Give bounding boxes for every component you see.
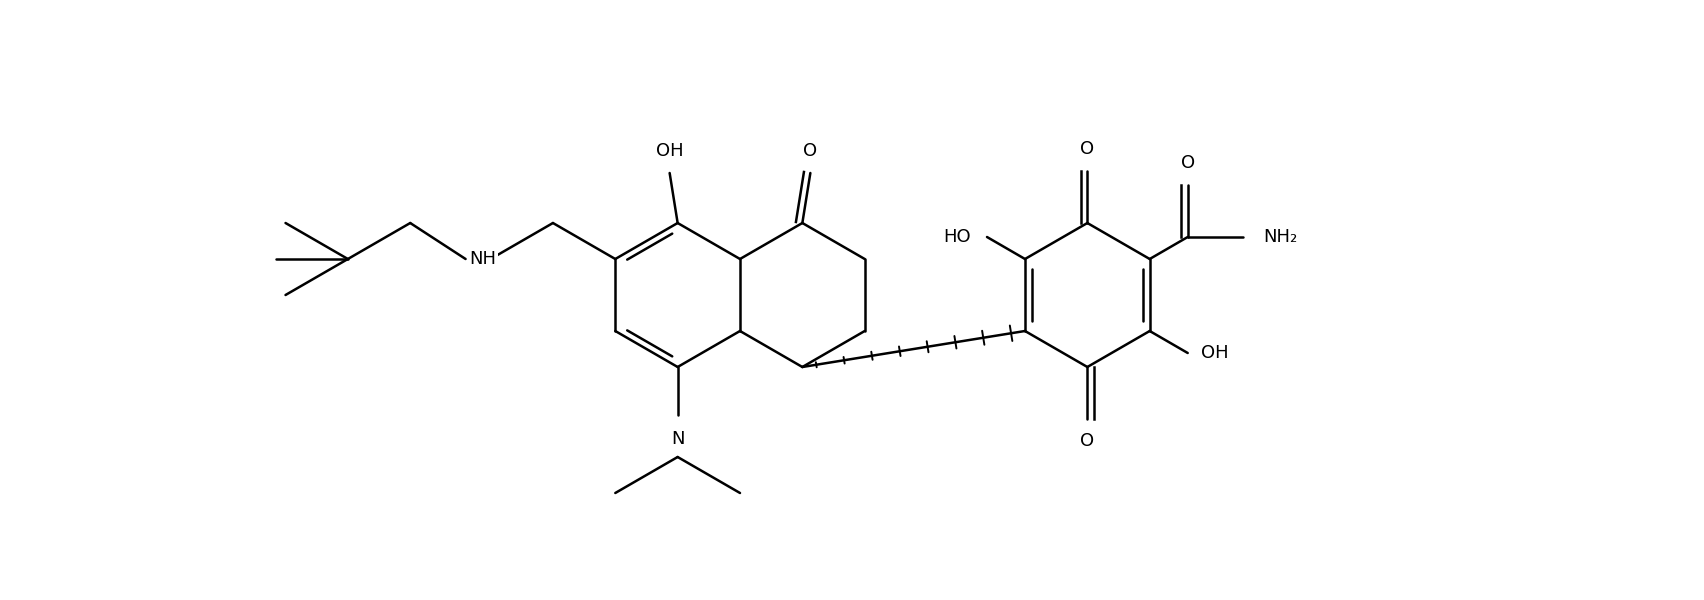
Text: O: O: [803, 142, 818, 160]
Text: OH: OH: [1201, 344, 1229, 362]
Text: OH: OH: [656, 142, 683, 160]
Text: O: O: [1181, 154, 1195, 172]
Text: NH: NH: [469, 250, 496, 268]
Text: NH₂: NH₂: [1264, 228, 1298, 246]
Text: O: O: [1080, 140, 1094, 158]
Text: HO: HO: [944, 228, 971, 246]
Text: N: N: [671, 430, 685, 448]
Text: O: O: [1080, 432, 1094, 450]
